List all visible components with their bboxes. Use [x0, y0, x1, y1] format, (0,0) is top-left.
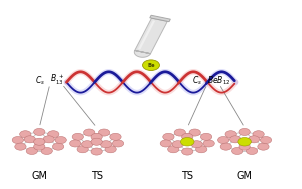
Circle shape: [110, 133, 121, 140]
Circle shape: [182, 133, 193, 140]
Circle shape: [160, 140, 172, 147]
Circle shape: [24, 136, 36, 143]
Circle shape: [55, 136, 66, 144]
Polygon shape: [134, 50, 150, 57]
Circle shape: [12, 136, 24, 144]
Circle shape: [201, 133, 212, 140]
Text: Be: Be: [147, 63, 155, 68]
Circle shape: [105, 146, 116, 153]
Circle shape: [189, 129, 200, 136]
Circle shape: [53, 143, 64, 150]
Circle shape: [72, 133, 83, 140]
Circle shape: [217, 136, 229, 144]
Circle shape: [77, 146, 88, 153]
Polygon shape: [150, 15, 170, 22]
Circle shape: [34, 128, 45, 136]
Text: $C_s$: $C_s$: [192, 74, 202, 87]
Circle shape: [182, 148, 193, 155]
Circle shape: [172, 141, 184, 148]
Circle shape: [191, 141, 202, 148]
Circle shape: [258, 143, 269, 150]
Circle shape: [239, 143, 250, 150]
Circle shape: [91, 148, 102, 155]
Circle shape: [34, 143, 45, 150]
Circle shape: [260, 136, 272, 144]
Circle shape: [232, 147, 243, 154]
Text: $BeB_{12}$: $BeB_{12}$: [207, 74, 230, 87]
Circle shape: [100, 141, 112, 148]
Polygon shape: [135, 18, 167, 54]
Circle shape: [220, 143, 231, 150]
Circle shape: [253, 131, 264, 138]
Circle shape: [239, 128, 250, 136]
Circle shape: [225, 131, 236, 138]
Text: $C_s$: $C_s$: [35, 74, 45, 87]
Circle shape: [230, 136, 241, 143]
Circle shape: [168, 146, 179, 153]
Circle shape: [238, 138, 251, 146]
Circle shape: [143, 60, 159, 70]
Circle shape: [48, 131, 59, 138]
Text: GM: GM: [237, 171, 252, 181]
Circle shape: [163, 133, 174, 140]
Circle shape: [246, 147, 258, 154]
Circle shape: [112, 140, 124, 147]
Circle shape: [248, 136, 260, 143]
Circle shape: [84, 129, 95, 136]
Circle shape: [20, 131, 31, 138]
Circle shape: [43, 136, 54, 143]
Text: TS: TS: [91, 171, 103, 181]
Text: TS: TS: [181, 171, 193, 181]
Circle shape: [91, 138, 102, 145]
Circle shape: [91, 133, 102, 140]
Circle shape: [203, 140, 214, 147]
Text: GM: GM: [31, 171, 47, 181]
Circle shape: [98, 129, 110, 136]
Circle shape: [15, 143, 26, 150]
Circle shape: [174, 129, 185, 136]
Circle shape: [181, 138, 194, 146]
Circle shape: [196, 146, 207, 153]
Text: $B_{13}^{\ +}$: $B_{13}^{\ +}$: [50, 73, 65, 88]
Circle shape: [26, 147, 37, 154]
Circle shape: [41, 147, 52, 154]
Circle shape: [82, 141, 93, 148]
Circle shape: [34, 138, 45, 145]
Polygon shape: [138, 20, 155, 50]
Circle shape: [69, 140, 81, 147]
